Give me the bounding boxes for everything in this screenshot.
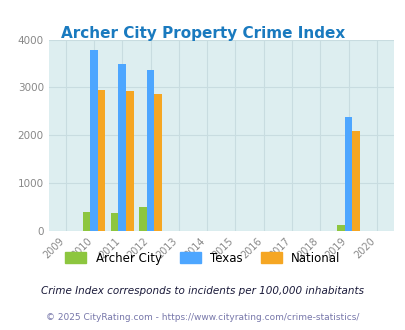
Bar (118, 64, 126, 231)
Bar (126, 91, 133, 231)
Bar (146, 70, 154, 231)
Bar (90, 50, 98, 231)
Bar (154, 94, 162, 231)
Legend: Archer City, Texas, National: Archer City, Texas, National (60, 247, 345, 269)
Bar (344, 117, 352, 231)
Bar (98, 90, 105, 231)
Bar (82, 212, 90, 231)
Bar (111, 213, 118, 231)
Bar (336, 225, 344, 231)
Text: Archer City Property Crime Index: Archer City Property Crime Index (61, 26, 344, 41)
Bar (352, 130, 359, 231)
Text: Crime Index corresponds to incidents per 100,000 inhabitants: Crime Index corresponds to incidents per… (41, 286, 364, 296)
Text: © 2025 CityRating.com - https://www.cityrating.com/crime-statistics/: © 2025 CityRating.com - https://www.city… (46, 313, 359, 322)
Bar (139, 207, 146, 231)
